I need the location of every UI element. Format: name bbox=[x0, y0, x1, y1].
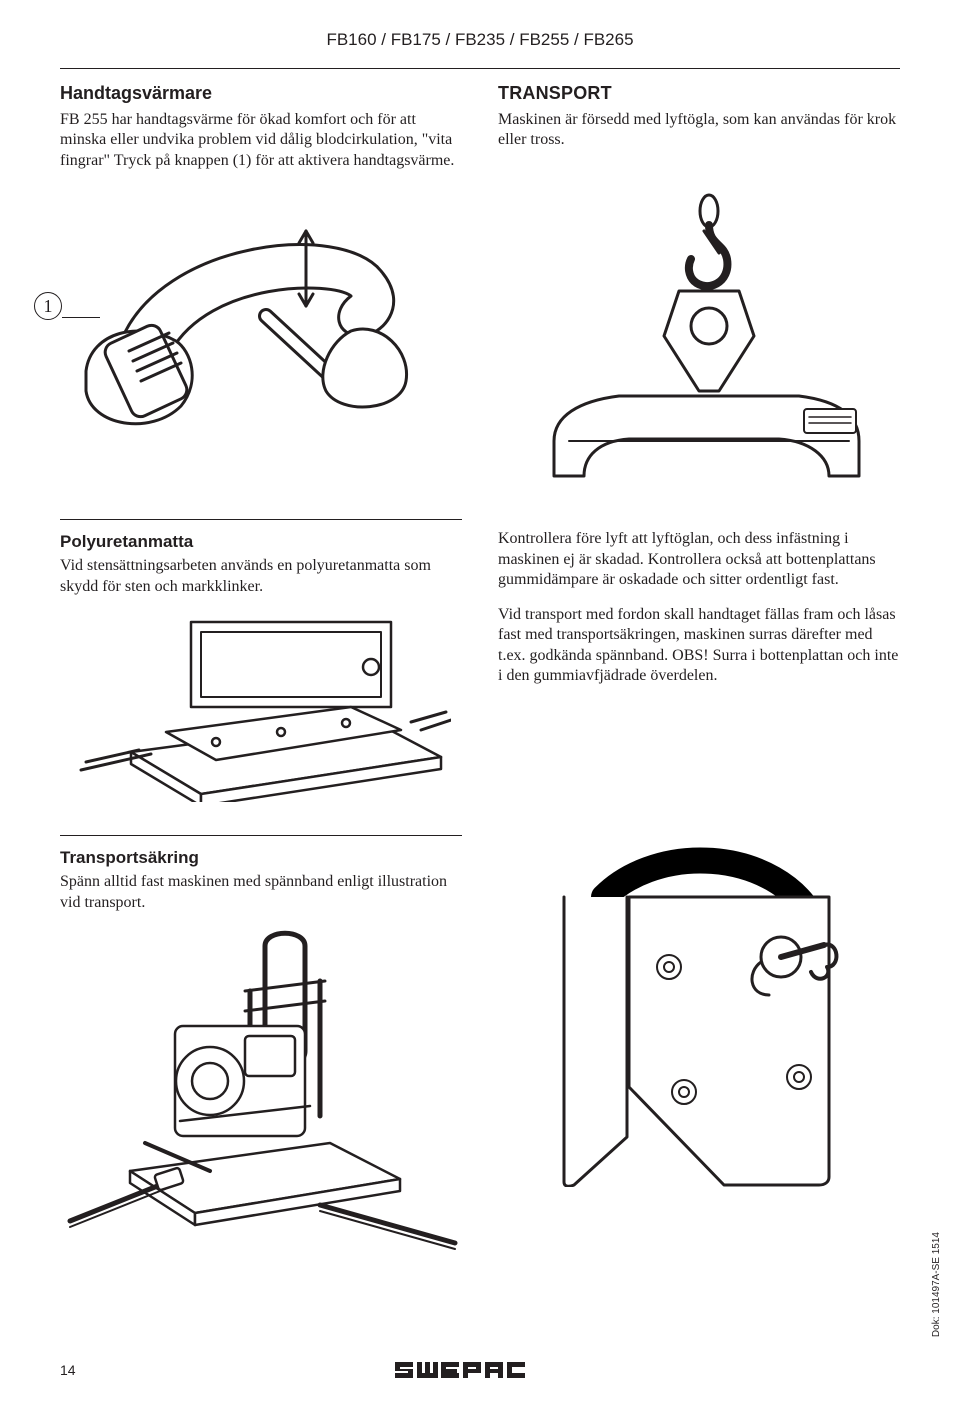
col-left-mid: Polyuretanmatta Vid stensättningsarbeten… bbox=[60, 511, 462, 807]
rule-low-left bbox=[60, 835, 462, 836]
figure-poly-mat bbox=[60, 607, 462, 807]
text-transport-intro: Maskinen är försedd med lyftögla, som ka… bbox=[498, 110, 900, 151]
heading-polyuretanmatta: Polyuretanmatta bbox=[60, 532, 462, 552]
col-left-lower: Transportsäkring Spänn alltid fast maski… bbox=[60, 827, 462, 1251]
illus-polymat-svg bbox=[71, 612, 451, 802]
figure-lift-hook bbox=[498, 191, 900, 491]
figure-handle-warmer bbox=[60, 191, 462, 441]
heading-handtagsvarmare: Handtagsvärmare bbox=[60, 83, 462, 104]
col-right-mid: Kontrollera före lyft att lyftöglan, och… bbox=[498, 511, 900, 807]
col-right-top: TRANSPORT Maskinen är försedd med lyftög… bbox=[498, 83, 900, 171]
text-transport-vehicle: Vid transport med fordon skall handtaget… bbox=[498, 605, 900, 687]
callout-leader-line bbox=[62, 317, 100, 318]
rule-mid-left bbox=[60, 519, 462, 520]
text-handtagsvarmare: FB 255 har handtagsvärme för ökad komfor… bbox=[60, 110, 462, 171]
heading-transportsakring: Transportsäkring bbox=[60, 848, 462, 868]
row-lower: Transportsäkring Spänn alltid fast maski… bbox=[60, 827, 900, 1251]
row-illus-1 bbox=[60, 191, 900, 491]
illus-handle-svg bbox=[81, 201, 441, 431]
illus-strap-svg bbox=[60, 921, 460, 1251]
figure-strapped-machine bbox=[60, 921, 462, 1251]
illus-lift-svg bbox=[509, 191, 889, 491]
page-number: 14 bbox=[60, 1362, 76, 1378]
figure-handle-lock bbox=[498, 827, 900, 1251]
row-top: Handtagsvärmare FB 255 har handtagsvärme… bbox=[60, 83, 900, 171]
page-footer: 14 bbox=[60, 1358, 900, 1382]
col-left-top: Handtagsvärmare FB 255 har handtagsvärme… bbox=[60, 83, 462, 171]
text-transportsakring: Spänn alltid fast maskinen med spännband… bbox=[60, 872, 462, 913]
heading-transport: TRANSPORT bbox=[498, 83, 900, 104]
callout-number-1: 1 bbox=[34, 292, 62, 320]
rule-top bbox=[60, 68, 900, 69]
illus-lock-svg bbox=[509, 827, 889, 1187]
logo-swepac bbox=[393, 1358, 553, 1382]
doc-reference: Dok: 101497A-SE 1514 bbox=[931, 1232, 942, 1337]
text-transport-check: Kontrollera före lyft att lyftöglan, och… bbox=[498, 529, 900, 590]
row-mid: Polyuretanmatta Vid stensättningsarbeten… bbox=[60, 511, 900, 807]
text-polyuretanmatta: Vid stensättningsarbeten används en poly… bbox=[60, 556, 462, 597]
header-models: FB160 / FB175 / FB235 / FB255 / FB265 bbox=[60, 30, 900, 50]
